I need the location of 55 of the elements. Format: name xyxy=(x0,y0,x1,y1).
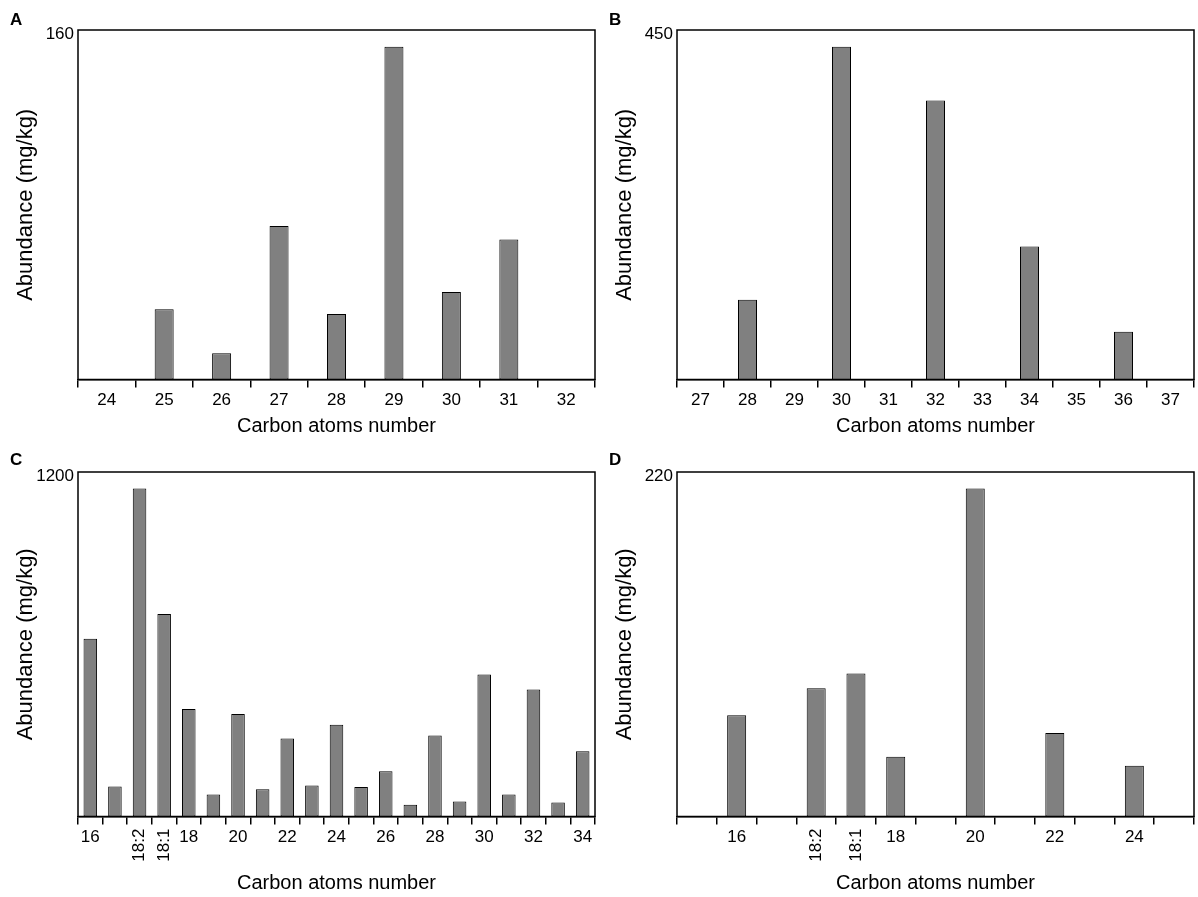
x-tick-label: 22 xyxy=(1045,827,1065,847)
x-tick-label: 31 xyxy=(499,390,519,410)
x-axis-title: Carbon atoms number xyxy=(836,413,1036,436)
x-tick-label: 26 xyxy=(212,390,232,410)
x-tick-label: 30 xyxy=(832,390,851,410)
chart-title: A xyxy=(10,10,23,30)
x-tick-label: 18:2 xyxy=(129,828,149,862)
x-tick-label: 24 xyxy=(97,390,117,410)
x-tick-label: 37 xyxy=(1161,390,1180,410)
y-axis-title: Abundance (mg/kg) xyxy=(12,108,38,301)
chart-title: B xyxy=(609,10,622,30)
x-tick-label: 20 xyxy=(228,827,248,847)
x-tick-label: 30 xyxy=(441,390,461,410)
text: 450 xyxy=(644,23,673,43)
x-tick-label: 33 xyxy=(973,390,992,410)
x-tick-label: 32 xyxy=(926,390,945,410)
x-tick-label: 20 xyxy=(965,827,985,847)
x-tick-label: 32 xyxy=(556,390,576,410)
x-tick-label: 34 xyxy=(1020,390,1039,410)
y-axis-title: Abundance (mg/kg) xyxy=(611,108,637,301)
text: 160 xyxy=(45,23,74,43)
x-tick-label: 27 xyxy=(269,390,289,410)
x-axis-title: Carbon atoms number xyxy=(836,870,1036,893)
x-tick-label: 28 xyxy=(327,390,346,410)
x-tick-label: 18:1 xyxy=(153,828,173,862)
chart-title: C xyxy=(10,450,23,470)
x-tick-label: 29 xyxy=(785,390,804,410)
x-tick-label: 16 xyxy=(80,827,100,847)
x-tick-label: 22 xyxy=(277,827,297,847)
x-tick-label: 34 xyxy=(573,827,593,847)
x-tick-label: 31 xyxy=(879,390,898,410)
text: 220 xyxy=(644,465,673,485)
x-tick-label: 32 xyxy=(523,827,543,847)
x-tick-label: 26 xyxy=(376,827,396,847)
x-tick-label: 18 xyxy=(886,827,906,847)
x-tick-label: 28 xyxy=(425,827,445,847)
x-tick-label: 24 xyxy=(327,827,346,847)
x-tick-label: 18:1 xyxy=(845,828,865,862)
x-tick-label: 35 xyxy=(1067,390,1086,410)
x-tick-label: 24 xyxy=(1124,827,1144,847)
x-tick-label: 25 xyxy=(154,390,174,410)
x-tick-label: 27 xyxy=(691,390,710,410)
x-tick-label: 16 xyxy=(727,827,747,847)
x-tick-label: 30 xyxy=(474,827,494,847)
y-axis-title: Abundance (mg/kg) xyxy=(12,548,38,741)
x-tick-label: 18 xyxy=(179,827,199,847)
chart-title: D xyxy=(609,450,622,470)
x-axis-title: Carbon atoms number xyxy=(237,870,437,893)
x-tick-label: 18:2 xyxy=(805,828,825,862)
y-axis-title: Abundance (mg/kg) xyxy=(611,548,637,741)
x-tick-label: 28 xyxy=(738,390,757,410)
x-tick-label: 29 xyxy=(384,390,404,410)
text: 1200 xyxy=(36,465,74,485)
x-tick-label: 36 xyxy=(1114,390,1133,410)
x-axis-title: Carbon atoms number xyxy=(237,413,437,436)
